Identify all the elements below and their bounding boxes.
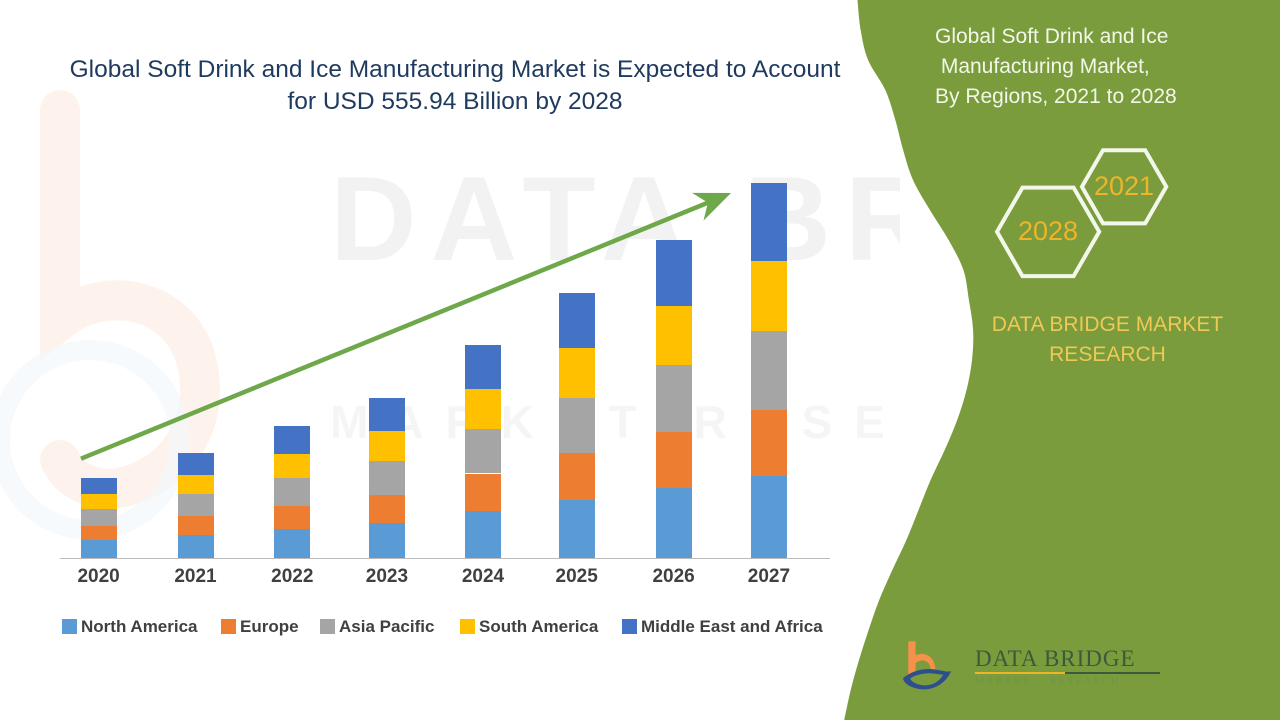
svg-text:2028: 2028 [1018, 216, 1078, 246]
svg-text:2021: 2021 [1094, 171, 1154, 201]
